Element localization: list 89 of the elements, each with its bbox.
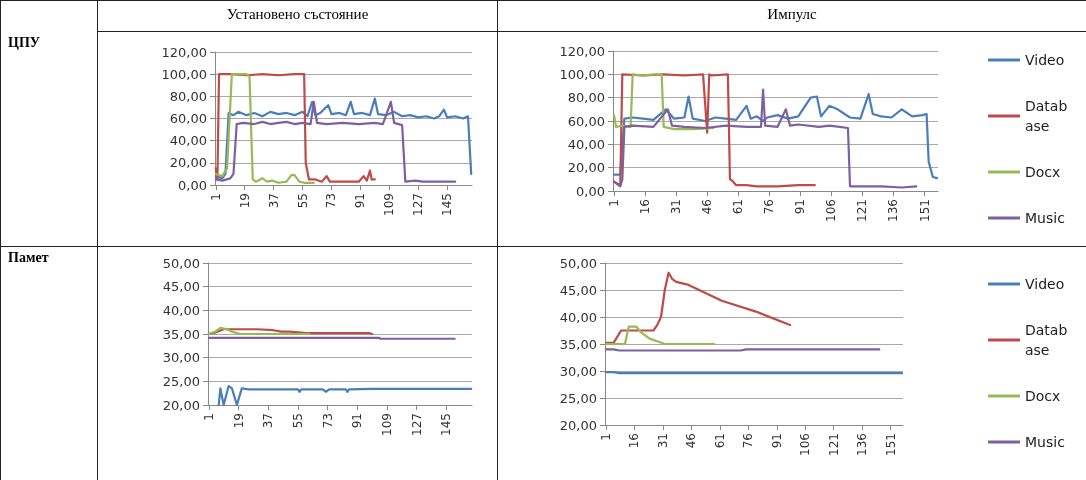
x-tick-label: 76 xyxy=(741,433,756,449)
x-tick-label: 16 xyxy=(627,433,642,449)
y-tick-label: 45,00 xyxy=(162,279,200,295)
x-tick-label: 19 xyxy=(231,413,246,429)
x-tick-label: 16 xyxy=(638,199,653,215)
y-tick-label: 35,00 xyxy=(162,326,200,342)
x-tick-label: 151 xyxy=(917,199,932,222)
chart-title: Установено състояние xyxy=(225,6,370,23)
x-tick-label: 31 xyxy=(669,199,684,215)
x-tick-label: 145 xyxy=(440,193,455,216)
x-tick-label: 55 xyxy=(295,193,310,209)
y-axis-title: ЦПУ xyxy=(8,35,41,51)
x-tick-label: 76 xyxy=(762,199,777,215)
line-series xyxy=(604,271,792,345)
legend-label: Docx xyxy=(1025,164,1061,180)
y-tick-label: 40,00 xyxy=(559,309,597,325)
y-tick-label: 40,00 xyxy=(169,133,207,149)
x-tick-label: 106 xyxy=(824,199,839,222)
x-tick-label: 73 xyxy=(324,193,339,209)
line-series xyxy=(214,73,315,184)
line-series xyxy=(207,326,311,336)
x-tick-label: 61 xyxy=(731,199,746,215)
y-tick-label: 25,00 xyxy=(162,373,200,389)
x-tick-label: 127 xyxy=(409,413,424,436)
y-tick-label: 80,00 xyxy=(169,88,207,104)
y-tick-label: 20,00 xyxy=(169,155,207,171)
line-series xyxy=(612,88,918,189)
x-tick-label: 145 xyxy=(439,413,454,436)
x-tick-label: 136 xyxy=(886,199,901,222)
y-tick-label: 40,00 xyxy=(162,302,200,318)
y-tick-label: 100,00 xyxy=(559,66,605,82)
y-tick-label: 20,00 xyxy=(559,417,597,433)
legend-label: Docx xyxy=(1025,388,1061,404)
legend-label: Database xyxy=(1025,98,1068,134)
x-tick-label: 136 xyxy=(855,433,870,456)
x-tick-label: 121 xyxy=(826,433,841,456)
x-tick-label: 1 xyxy=(208,193,223,201)
legend-label: Video xyxy=(1025,52,1065,68)
x-tick-label: 31 xyxy=(655,433,670,449)
y-axis-title: Памет xyxy=(8,250,49,266)
x-tick-label: 106 xyxy=(798,433,813,456)
y-tick-label: 20,00 xyxy=(162,397,200,413)
x-tick-label: 46 xyxy=(700,199,715,215)
x-tick-label: 73 xyxy=(320,413,335,429)
y-tick-label: 45,00 xyxy=(559,282,597,298)
legend-label: Music xyxy=(1025,434,1065,450)
legend-label: Database xyxy=(1025,322,1068,358)
x-tick-label: 19 xyxy=(237,193,252,209)
x-tick-label: 46 xyxy=(684,433,699,449)
x-tick-label: 1 xyxy=(201,413,216,421)
y-tick-label: 50,00 xyxy=(559,255,597,271)
x-tick-label: 91 xyxy=(793,199,808,215)
line-series xyxy=(612,73,715,131)
y-tick-label: 20,00 xyxy=(567,160,605,176)
y-tick-label: 80,00 xyxy=(567,90,605,106)
x-tick-label: 109 xyxy=(380,413,395,436)
x-tick-label: 91 xyxy=(350,413,365,429)
legend-label: Music xyxy=(1025,210,1065,226)
line-series xyxy=(604,325,716,346)
y-tick-label: 35,00 xyxy=(559,336,597,352)
legend-label: Video xyxy=(1025,276,1065,292)
x-tick-label: 91 xyxy=(769,433,784,449)
x-tick-label: 1 xyxy=(607,199,622,207)
x-tick-label: 37 xyxy=(261,413,276,429)
x-tick-label: 1 xyxy=(598,433,613,441)
y-tick-label: 60,00 xyxy=(567,113,605,129)
y-tick-label: 40,00 xyxy=(567,136,605,152)
x-tick-label: 121 xyxy=(855,199,870,222)
x-tick-label: 127 xyxy=(411,193,426,216)
y-tick-label: 60,00 xyxy=(169,111,207,126)
y-tick-label: 0,00 xyxy=(178,177,207,193)
y-tick-label: 50,00 xyxy=(162,255,200,271)
y-tick-label: 30,00 xyxy=(162,350,200,366)
x-tick-label: 37 xyxy=(266,193,281,209)
chart-title: Импулс xyxy=(766,6,818,23)
y-tick-label: 120,00 xyxy=(161,44,207,60)
x-tick-label: 91 xyxy=(353,193,368,209)
x-tick-label: 55 xyxy=(290,413,305,429)
x-tick-label: 109 xyxy=(382,193,397,216)
x-tick-label: 61 xyxy=(712,433,727,449)
y-tick-label: 120,00 xyxy=(559,43,605,59)
line-series xyxy=(214,73,376,183)
y-tick-label: 25,00 xyxy=(559,390,597,406)
line-series xyxy=(217,384,473,407)
y-tick-label: 30,00 xyxy=(559,363,597,379)
line-series xyxy=(612,93,939,180)
y-tick-label: 100,00 xyxy=(161,66,207,82)
x-tick-label: 151 xyxy=(883,433,898,456)
y-tick-label: 0,00 xyxy=(576,183,605,199)
